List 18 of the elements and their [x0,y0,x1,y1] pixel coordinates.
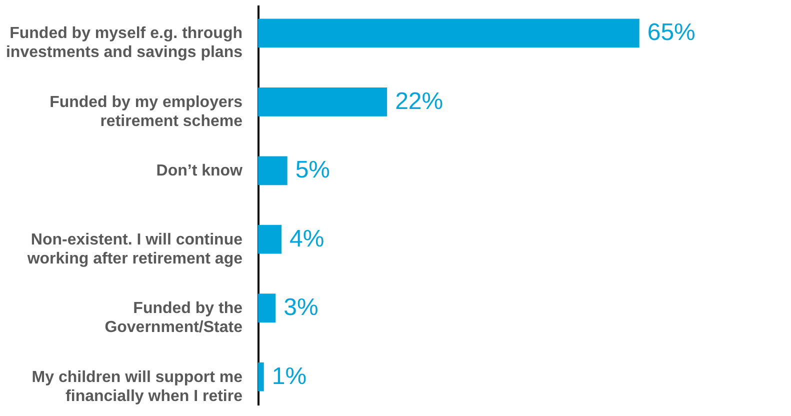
y-tick-label: Non-existent. I will continue working after retirement age [26,231,243,268]
bar [258,156,288,186]
bar [258,18,640,48]
y-tick-label: Funded by my employers retirement scheme [50,94,243,130]
data-label: 4% [289,225,324,252]
data-label: 22% [395,88,444,115]
data-label: 65% [647,19,696,46]
bar [258,224,282,254]
y-tick-label: Don’t know [156,162,244,180]
data-label: 3% [284,294,318,322]
y-tick-label: My children will support me financially when I retire [32,368,243,405]
data-label: 1% [272,362,307,390]
y-tick-label: Funded by the Government/State [104,300,243,336]
y-tick-label: Funded by myself e.g. through investments and savings plans [6,25,243,62]
data-label: 5% [295,156,330,184]
bar [258,362,264,392]
bar [258,87,388,116]
bar [258,294,276,323]
